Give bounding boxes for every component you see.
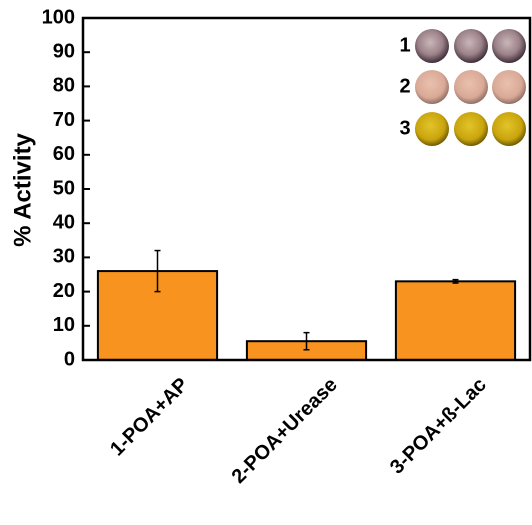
well — [492, 70, 526, 104]
y-tick-label: 50 — [53, 177, 75, 199]
well — [454, 112, 488, 146]
y-tick-label: 40 — [53, 211, 75, 233]
x-tick-label: 3-POA+ß-Lac — [386, 374, 491, 479]
y-tick-label: 10 — [53, 314, 75, 336]
y-tick-label: 20 — [53, 280, 75, 302]
well — [454, 70, 488, 104]
inset-wells — [415, 29, 526, 146]
y-tick-label: 70 — [53, 109, 75, 131]
inset-label: 2 — [399, 75, 410, 97]
y-axis-label: % Activity — [9, 132, 36, 246]
well — [415, 29, 449, 63]
well — [492, 112, 526, 146]
y-tick-label: 0 — [64, 348, 75, 370]
y-tick-label: 30 — [53, 246, 75, 268]
x-tick-label: 2-POA+Urease — [228, 374, 342, 488]
y-tick-label: 80 — [53, 75, 75, 97]
y-tick-label: 100 — [42, 6, 75, 28]
y-tick-label: 60 — [53, 143, 75, 165]
inset-label: 3 — [399, 117, 410, 139]
y-tick-label: 90 — [53, 40, 75, 62]
well — [492, 29, 526, 63]
chart: 1 2 3 % Activity 0 10 20 30 40 50 60 70 80 90 100 1… — [0, 0, 532, 525]
inset-label: 1 — [399, 34, 410, 56]
x-tick-label: 1-POA+AP — [106, 374, 193, 461]
well — [454, 29, 488, 63]
well — [415, 70, 449, 104]
well — [415, 112, 449, 146]
bar — [396, 281, 515, 360]
